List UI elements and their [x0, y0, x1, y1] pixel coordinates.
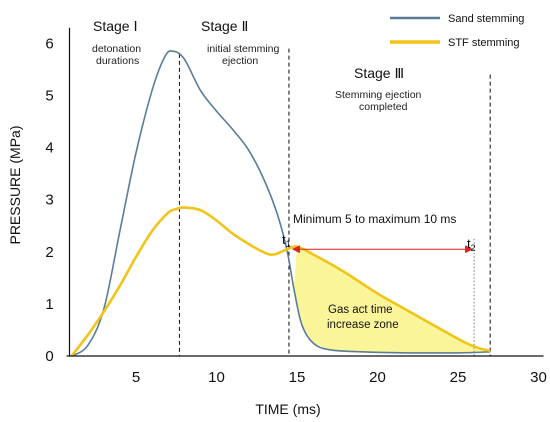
stage-2-desc-line1: initial stemming: [207, 43, 280, 55]
stage-3-label: Stage Ⅲ: [354, 65, 404, 81]
t2-symbol: t: [467, 236, 471, 251]
y-tick-label: 1: [45, 296, 53, 313]
zone-label-line2: increase zone: [327, 319, 399, 331]
y-tick-label: 4: [45, 140, 53, 157]
gas-act-zone: [293, 246, 491, 353]
stage-1-desc-line2: durations: [96, 55, 139, 67]
x-tick-label: 20: [369, 369, 386, 386]
x-tick-label: 5: [132, 369, 140, 386]
series-line-stf-stemming: [70, 206, 491, 357]
x-axis-title: TIME (ms): [255, 401, 320, 417]
x-tick-label: 15: [289, 369, 306, 386]
y-tick-label: 5: [45, 88, 53, 105]
stage-2-label: Stage Ⅱ: [201, 18, 248, 34]
y-tick-label: 2: [45, 244, 53, 261]
stage-1-desc-line1: detonation: [92, 43, 141, 55]
t1-subscript: 1: [286, 239, 291, 249]
x-tick-group: 5 10 15 20 25 30: [132, 369, 547, 386]
t1-label: t1: [282, 232, 291, 249]
stage-2-desc-line2: ejection: [222, 55, 258, 67]
t2-subscript: 2: [471, 243, 476, 253]
axes: 5 10 15 20 25 30 0 1 2 3 4 5 6: [45, 27, 547, 386]
x-tick-label: 30: [530, 369, 547, 386]
y-tick-label: 3: [45, 192, 53, 209]
time-range-label: Minimum 5 to maximum 10 ms: [293, 212, 456, 226]
y-tick-label: 6: [45, 35, 53, 52]
t1-symbol: t: [282, 232, 286, 247]
x-tick-label: 10: [208, 369, 225, 386]
x-tick-label: 25: [450, 369, 467, 386]
y-axis-title: PRESSURE (MPa): [7, 125, 23, 244]
stage-3-desc-line2: completed: [359, 101, 408, 113]
y-tick-group: 0 1 2 3 4 5 6: [45, 35, 53, 365]
legend-label-sand: Sand stemming: [448, 13, 524, 25]
stage-3-desc-line1: Stemming ejection: [335, 89, 422, 101]
zone-label-line1: Gas act time: [328, 304, 393, 316]
t2-label: t2: [467, 236, 476, 253]
stage-divider-lines: [178, 48, 491, 356]
series-line-sand-stemming: [71, 50, 491, 357]
y-tick-label: 0: [45, 348, 53, 365]
legend-label-stf: STF stemming: [448, 37, 520, 49]
legend: Sand stemming STF stemming: [390, 13, 524, 49]
stage-1-label: Stage Ⅰ: [93, 18, 138, 34]
